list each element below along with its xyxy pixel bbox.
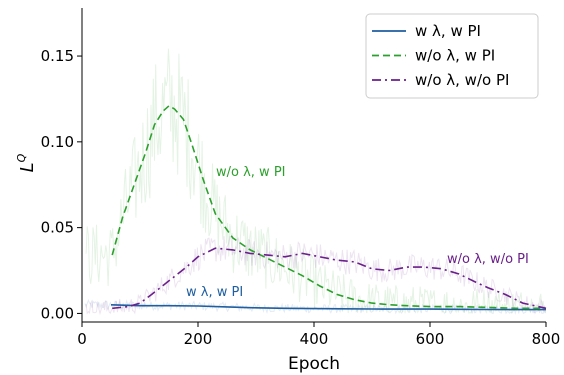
legend-label-2: w/o λ, w/o PI — [415, 71, 509, 89]
series-line-0 — [110, 304, 546, 311]
legend-label-0: w λ, w PI — [415, 22, 481, 40]
annotation-1: w/o λ, w PI — [216, 165, 286, 180]
series-annotations: w λ, w PI w/o λ, w PI w/o λ, w/o PI — [186, 165, 529, 300]
axes: 0 200 400 600 800 0.00 0.05 0.10 0.15 Epoch LQ — [15, 8, 560, 374]
annotation-2: w/o λ, w/o PI — [447, 252, 529, 267]
y-axis-label-superscript: Q — [15, 153, 28, 162]
y-tick-label: 0.10 — [41, 133, 74, 151]
x-tick-label: 200 — [184, 330, 213, 348]
y-tick-label: 0.15 — [41, 47, 74, 65]
y-axis-label: LQ — [15, 153, 38, 172]
y-tick-label: 0.05 — [41, 219, 74, 237]
raw-trace-1 — [85, 48, 546, 314]
series-line-2 — [112, 247, 547, 310]
y-axis-label-main: L — [17, 162, 38, 172]
x-tick-label: 0 — [77, 330, 87, 348]
legend-label-1: w/o λ, w PI — [415, 47, 495, 65]
x-axis-label: Epoch — [288, 354, 340, 374]
raw-trace-2 — [85, 235, 546, 316]
legend-box — [365, 13, 539, 99]
x-tick-label: 600 — [416, 330, 445, 348]
series-lines — [110, 104, 547, 311]
annotation-0: w λ, w PI — [186, 285, 243, 300]
x-tick-label: 400 — [300, 330, 329, 348]
x-tick-label: 800 — [532, 330, 561, 348]
legend: w λ, w PI w/o λ, w PI w/o λ, w/o PI — [365, 13, 539, 99]
y-tick-label: 0.00 — [41, 304, 74, 322]
